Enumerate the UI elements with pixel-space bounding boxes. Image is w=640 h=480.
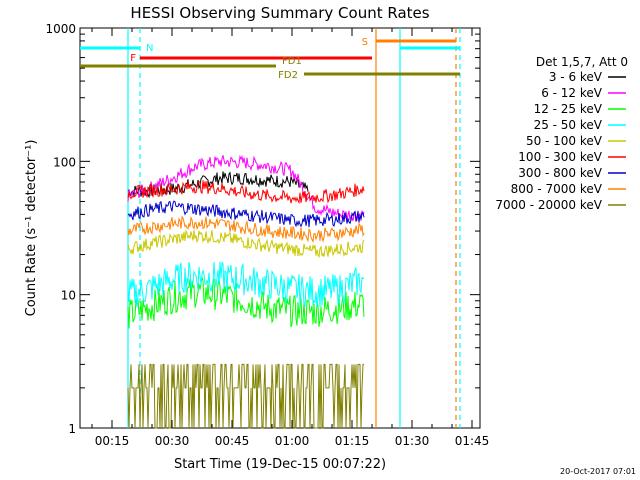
- y-axis-label: Count Rate (s⁻¹ detector⁻¹): [24, 140, 39, 317]
- x-tick-label: 01:30: [395, 434, 430, 448]
- legend-label: 3 - 6 keV: [549, 70, 603, 84]
- flag-label-n: N: [146, 43, 153, 54]
- y-tick-label: 1: [68, 422, 76, 436]
- series-line-3: [127, 275, 365, 329]
- series-line-8: [127, 215, 365, 244]
- flag-label-s: S: [362, 37, 368, 48]
- x-tick-label: 01:45: [455, 434, 490, 448]
- flag-label-fd2: FD2: [278, 70, 298, 81]
- flag-label-fd1: FD1: [282, 56, 302, 67]
- series-line-4: [127, 261, 365, 308]
- plot-area: 00:15 00:30 00:45 01:00 01:15 01:30 01:45 1 10 10…: [45, 22, 489, 448]
- chart-title: HESSI Observing Summary Count Rates: [130, 4, 429, 22]
- series-line-6: [127, 180, 365, 205]
- y-tick-label: 1000: [45, 22, 76, 36]
- y-tick-label: 100: [53, 155, 76, 169]
- x-tick-label: 00:30: [155, 434, 190, 448]
- x-tick-label: 00:45: [215, 434, 250, 448]
- legend-label: 6 - 12 keV: [541, 86, 603, 100]
- series-line-5: [127, 229, 365, 259]
- flag-label-f: F: [130, 53, 136, 64]
- x-axis-label: Start Time (19-Dec-15 00:07:22): [174, 457, 386, 472]
- legend: 3 - 6 keV 6 - 12 keV 12 - 25 keV 25 - 50 ke…: [495, 70, 626, 212]
- legend-label: 50 - 100 keV: [526, 134, 603, 148]
- x-tick-label: 01:00: [275, 434, 310, 448]
- x-tick-label: 00:15: [95, 434, 130, 448]
- legend-label: 12 - 25 keV: [534, 102, 603, 116]
- legend-title: Det 1,5,7, Att 0: [536, 55, 628, 69]
- y-tick-label: 10: [61, 289, 76, 303]
- legend-label: 100 - 300 keV: [518, 150, 602, 164]
- legend-label: 300 - 800 keV: [518, 166, 602, 180]
- series-line-1: [127, 171, 309, 199]
- series-line-9: [127, 363, 364, 429]
- series-line-7: [127, 200, 365, 228]
- series-line-2: [127, 154, 365, 222]
- timestamp: 20-Oct-2017 07:01: [560, 467, 636, 476]
- legend-label: 25 - 50 keV: [534, 118, 603, 132]
- x-tick-label: 01:15: [335, 434, 370, 448]
- legend-label: 7000 - 20000 keV: [495, 198, 602, 212]
- legend-label: 800 - 7000 keV: [511, 182, 603, 196]
